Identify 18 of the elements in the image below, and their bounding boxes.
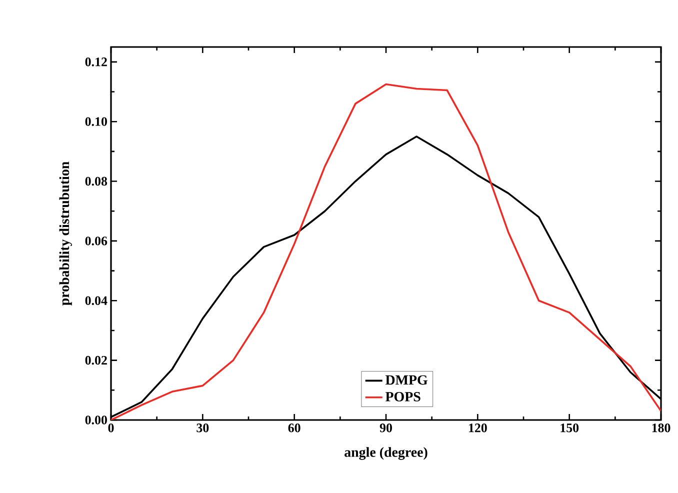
x-tick-label: 90 — [380, 424, 392, 432]
y-tick-label: 0.00 — [85, 416, 107, 424]
y-tick-label: 0.08 — [85, 176, 108, 186]
y-axis-title: probability distrubution — [59, 162, 72, 306]
y-tick-label: 0.06 — [85, 236, 108, 246]
y-tick-label: 0.10 — [85, 117, 107, 126]
x-tick-label: 180 — [652, 424, 670, 432]
y-tick-label: 0.12 — [85, 58, 107, 66]
x-tick-label: 0 — [108, 424, 114, 432]
x-axis-title: angle (degree) — [344, 447, 428, 460]
y-tick-label: 0.02 — [85, 356, 107, 365]
x-tick-label: 30 — [196, 424, 209, 432]
y-tick-label: 0.04 — [85, 296, 108, 306]
legend-label: POPS — [385, 392, 420, 402]
legend-label: DMPG — [385, 375, 428, 385]
x-tick-label: 120 — [468, 424, 487, 432]
x-tick-label: 150 — [560, 424, 579, 432]
x-tick-label: 60 — [288, 424, 300, 432]
